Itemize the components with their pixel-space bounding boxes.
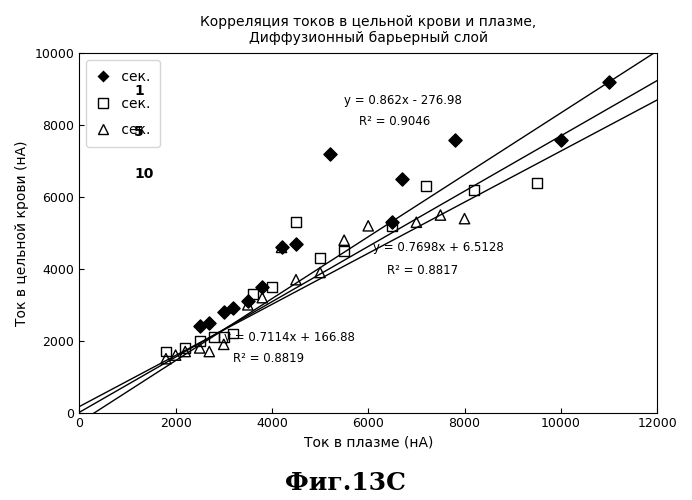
Point: [203, 319, 215, 327]
Point: [218, 340, 229, 348]
Point: [324, 150, 335, 158]
Point: [555, 136, 566, 143]
Text: y = 0.862x - 276.98: y = 0.862x - 276.98: [344, 94, 462, 106]
Point: [435, 211, 446, 219]
Point: [247, 290, 258, 298]
Point: [180, 344, 191, 352]
Point: [203, 348, 215, 356]
Point: [397, 175, 408, 183]
Point: [228, 330, 239, 338]
Point: [266, 283, 277, 291]
Point: [338, 247, 349, 255]
Point: [218, 308, 229, 316]
Point: [449, 136, 460, 143]
Text: Фиг.13С: Фиг.13С: [286, 471, 406, 495]
Text: R² = 0.9046: R² = 0.9046: [358, 116, 430, 128]
Text: y = 0.7114x + 166.88: y = 0.7114x + 166.88: [224, 331, 354, 344]
Point: [194, 337, 206, 345]
Point: [387, 218, 398, 226]
X-axis label: Ток в плазме (нА): Ток в плазме (нА): [304, 436, 433, 450]
Point: [242, 301, 253, 309]
Point: [387, 222, 398, 230]
Point: [228, 304, 239, 312]
Point: [363, 222, 374, 230]
Point: [468, 186, 480, 194]
Point: [411, 218, 422, 226]
Point: [194, 322, 206, 330]
Point: [291, 218, 302, 226]
Point: [161, 354, 172, 362]
Point: [276, 244, 287, 252]
Point: [291, 240, 302, 248]
Text: 10: 10: [134, 166, 154, 180]
Text: y = 0.7698x + 6.5128: y = 0.7698x + 6.5128: [373, 241, 504, 254]
Text: 5: 5: [134, 126, 144, 140]
Point: [257, 294, 268, 302]
Point: [161, 348, 172, 356]
Point: [531, 178, 543, 186]
Point: [459, 214, 470, 222]
Point: [315, 254, 326, 262]
Title: Корреляция токов в цельной крови и плазме,
Диффузионный барьерный слой: Корреляция токов в цельной крови и плазм…: [200, 15, 536, 46]
Point: [194, 344, 206, 352]
Point: [291, 276, 302, 283]
Y-axis label: Ток в цельной крови (нА): Ток в цельной крови (нА): [15, 140, 29, 326]
Text: R² = 0.8819: R² = 0.8819: [233, 352, 304, 366]
Text: 1: 1: [134, 84, 144, 98]
Point: [338, 236, 349, 244]
Point: [603, 78, 614, 86]
Point: [315, 268, 326, 276]
Point: [180, 348, 191, 356]
Point: [242, 297, 253, 305]
Point: [218, 333, 229, 341]
Legend:  сек.,  сек.,  сек.: сек., сек., сек.: [86, 60, 160, 147]
Text: R² = 0.8817: R² = 0.8817: [388, 264, 459, 278]
Point: [208, 333, 219, 341]
Point: [257, 283, 268, 291]
Point: [170, 351, 181, 359]
Point: [421, 182, 432, 190]
Point: [276, 244, 287, 252]
